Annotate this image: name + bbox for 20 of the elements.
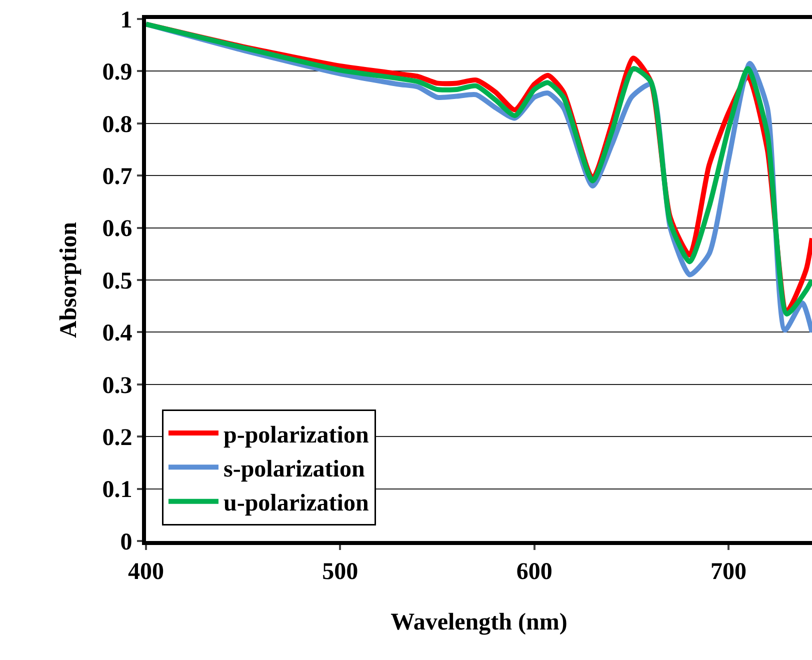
y-axis-title: Absorption: [56, 222, 82, 338]
x-tick-label: 700: [710, 558, 747, 585]
x-axis-title: Wavelength (nm): [390, 610, 568, 636]
legend-label: u-polarization: [223, 490, 369, 517]
y-tick-label: 0.9: [102, 60, 132, 86]
y-tick-label: 1: [120, 7, 132, 34]
x-tick-label: 400: [128, 558, 164, 585]
legend-label: p-polarization: [223, 422, 369, 448]
legend-label: s-polarization: [223, 456, 365, 482]
x-tick-label: 600: [516, 558, 552, 585]
y-tick-label: 0: [120, 529, 132, 556]
y-tick-label: 0.8: [102, 112, 132, 138]
y-tick-label: 0.3: [102, 372, 132, 399]
y-tick-label: 0.2: [102, 425, 132, 451]
y-tick-label: 0.4: [102, 320, 132, 347]
x-tick-label: 500: [322, 558, 358, 585]
y-tick-label: 0.7: [102, 164, 132, 190]
y-tick-label: 0.6: [102, 216, 132, 242]
y-tick-label: 0.1: [102, 477, 132, 504]
y-tick-label: 0.5: [102, 268, 132, 294]
